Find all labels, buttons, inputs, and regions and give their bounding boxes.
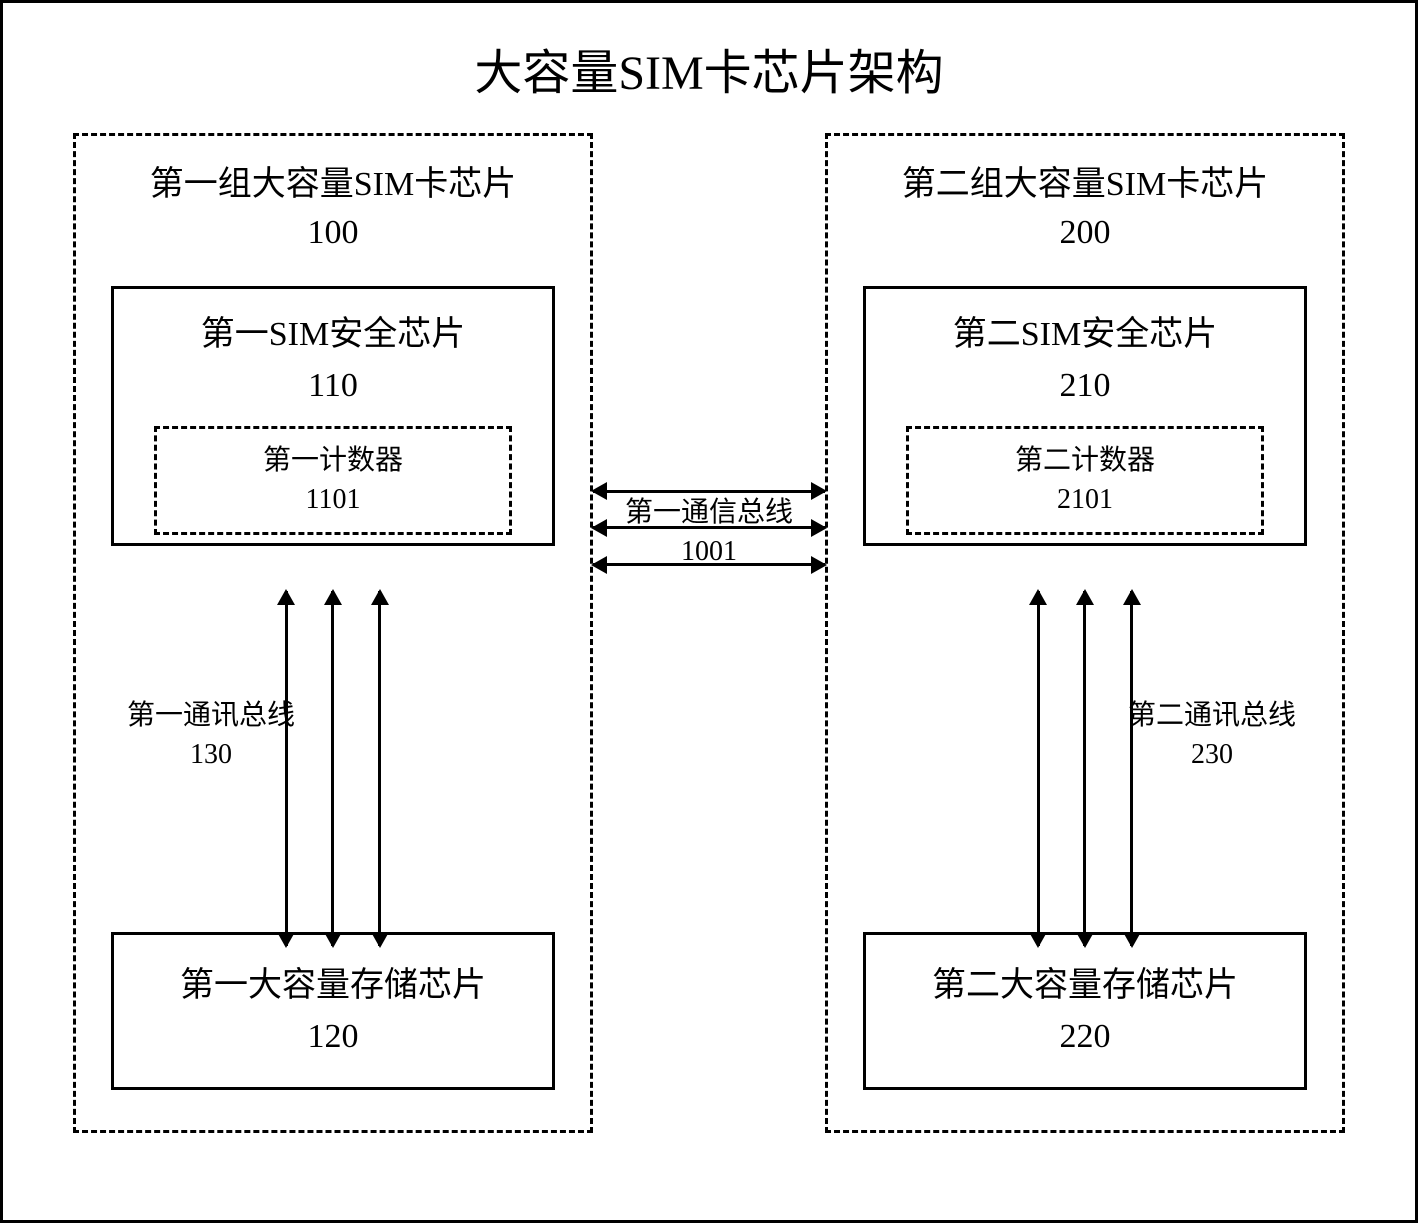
group-left: 第一组大容量SIM卡芯片 100 第一SIM安全芯片 110 第一计数器 110… <box>73 133 593 1133</box>
security-chip-left-number: 110 <box>308 367 358 404</box>
security-chip-left: 第一SIM安全芯片 110 第一计数器 1101 <box>111 286 555 546</box>
group-left-title: 第一组大容量SIM卡芯片 100 <box>101 161 565 256</box>
arrow-icon <box>1083 591 1086 946</box>
diagram-title: 大容量SIM卡芯片架构 <box>23 33 1395 103</box>
counter-right: 第二计数器 2101 <box>906 426 1264 534</box>
inter-group-bus-label: 第一通信总线 1001 <box>609 493 809 571</box>
inter-group-bus-number: 1001 <box>681 536 737 567</box>
counter-right-title: 第二计数器 <box>1015 445 1155 476</box>
arrow-icon <box>1037 591 1040 946</box>
security-chip-right-title: 第二SIM安全芯片 <box>953 316 1217 353</box>
security-chip-left-label: 第一SIM安全芯片 110 <box>129 309 537 411</box>
group-right: 第二组大容量SIM卡芯片 200 第二SIM安全芯片 210 第二计数器 210… <box>825 133 1345 1133</box>
storage-chip-left: 第一大容量存储芯片 120 <box>111 932 555 1090</box>
group-right-title: 第二组大容量SIM卡芯片 200 <box>853 161 1317 256</box>
group-right-title-text: 第二组大容量SIM卡芯片 <box>902 166 1268 203</box>
group-left-title-text: 第一组大容量SIM卡芯片 <box>150 166 516 203</box>
counter-left: 第一计数器 1101 <box>154 426 512 534</box>
security-chip-left-title: 第一SIM安全芯片 <box>201 316 465 353</box>
internal-bus-left-number: 130 <box>190 739 232 770</box>
storage-chip-right: 第二大容量存储芯片 220 <box>863 932 1307 1090</box>
storage-chip-right-title: 第二大容量存储芯片 <box>932 967 1238 1004</box>
storage-chip-left-number: 120 <box>308 1018 359 1055</box>
groups-container: 第一组大容量SIM卡芯片 100 第一SIM安全芯片 110 第一计数器 110… <box>23 133 1395 1133</box>
arrow-icon <box>378 591 381 946</box>
security-chip-right: 第二SIM安全芯片 210 第二计数器 2101 <box>863 286 1307 546</box>
counter-left-number: 1101 <box>306 484 361 515</box>
counter-left-title: 第一计数器 <box>263 445 403 476</box>
security-chip-right-number: 210 <box>1060 367 1111 404</box>
internal-bus-right-label: 第二通讯总线 230 <box>1122 696 1302 774</box>
group-left-number: 100 <box>308 214 359 251</box>
diagram-frame: 大容量SIM卡芯片架构 第一组大容量SIM卡芯片 100 第一SIM安全芯片 1… <box>0 0 1418 1223</box>
internal-bus-right-number: 230 <box>1191 739 1233 770</box>
security-chip-right-label: 第二SIM安全芯片 210 <box>881 309 1289 411</box>
internal-bus-left-title: 第一通讯总线 <box>127 700 295 731</box>
group-right-number: 200 <box>1060 214 1111 251</box>
counter-right-number: 2101 <box>1057 484 1113 515</box>
arrow-icon <box>331 591 334 946</box>
storage-chip-left-title: 第一大容量存储芯片 <box>180 967 486 1004</box>
internal-bus-left-label: 第一通讯总线 130 <box>121 696 301 774</box>
storage-chip-right-number: 220 <box>1060 1018 1111 1055</box>
internal-bus-right-title: 第二通讯总线 <box>1128 700 1296 731</box>
inter-group-bus-title: 第一通信总线 <box>625 497 793 528</box>
